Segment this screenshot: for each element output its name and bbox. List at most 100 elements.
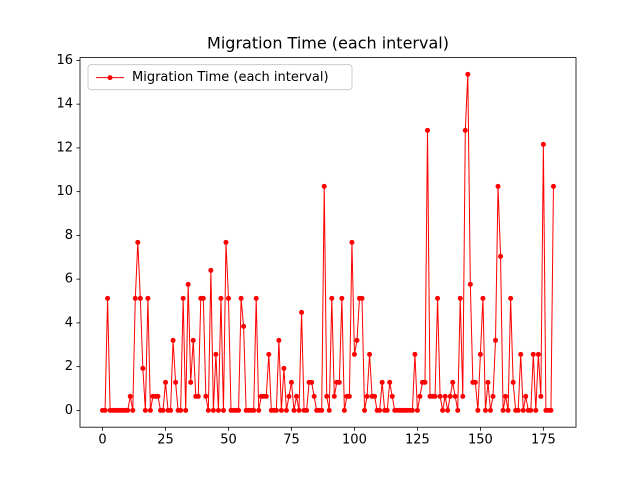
- point: [210, 407, 216, 413]
- point: [225, 295, 231, 301]
- point: [455, 407, 461, 413]
- point: [538, 393, 544, 399]
- point: [278, 407, 284, 413]
- point: [510, 379, 516, 385]
- point: [170, 337, 176, 343]
- point: [457, 295, 463, 301]
- point: [460, 393, 466, 399]
- point: [215, 407, 221, 413]
- point: [205, 407, 211, 413]
- y-tick-label: 8: [65, 228, 73, 243]
- point: [445, 407, 451, 413]
- point: [349, 239, 355, 245]
- point: [523, 393, 529, 399]
- point: [336, 379, 342, 385]
- point: [354, 337, 360, 343]
- point: [180, 295, 186, 301]
- x-tick-label: 150: [468, 433, 493, 448]
- point: [200, 295, 206, 301]
- point: [288, 379, 294, 385]
- point: [477, 351, 483, 357]
- point: [283, 407, 289, 413]
- point: [498, 253, 504, 259]
- point: [535, 351, 541, 357]
- point: [432, 393, 438, 399]
- point: [251, 407, 257, 413]
- point: [236, 407, 242, 413]
- point: [125, 407, 131, 413]
- point: [188, 379, 194, 385]
- point: [409, 407, 415, 413]
- legend-label: Migration Time (each interval): [132, 70, 329, 85]
- point: [273, 407, 279, 413]
- point: [528, 407, 534, 413]
- point: [190, 337, 196, 343]
- x-tick-label: 0: [98, 433, 106, 448]
- point: [412, 351, 418, 357]
- point: [130, 407, 136, 413]
- point: [147, 407, 153, 413]
- line: [102, 74, 554, 411]
- point: [195, 393, 201, 399]
- x-tick-label: 50: [220, 433, 237, 448]
- point: [241, 323, 247, 329]
- point: [503, 393, 509, 399]
- legend-box: [87, 64, 353, 91]
- point: [341, 407, 347, 413]
- point: [168, 407, 174, 413]
- point: [548, 407, 554, 413]
- y-tick-label: 0: [65, 403, 73, 418]
- point: [339, 295, 345, 301]
- point: [480, 295, 486, 301]
- point: [311, 393, 317, 399]
- point: [372, 393, 378, 399]
- point: [367, 351, 373, 357]
- point: [319, 407, 325, 413]
- point: [132, 295, 138, 301]
- point: [465, 71, 471, 77]
- point: [518, 351, 524, 357]
- point: [324, 393, 330, 399]
- point: [135, 239, 141, 245]
- y-tick-label: 6: [65, 272, 73, 287]
- point: [389, 393, 395, 399]
- point: [253, 295, 259, 301]
- point: [220, 407, 226, 413]
- point: [364, 393, 370, 399]
- point: [321, 183, 327, 189]
- point: [127, 393, 133, 399]
- point: [266, 351, 272, 357]
- x-tick-label: 25: [157, 433, 174, 448]
- point: [485, 379, 491, 385]
- point: [294, 393, 300, 399]
- point: [530, 351, 536, 357]
- point: [140, 365, 146, 371]
- point: [440, 407, 446, 413]
- point: [145, 295, 151, 301]
- plot-frame: [79, 57, 577, 428]
- point: [379, 379, 385, 385]
- point: [326, 407, 332, 413]
- point: [304, 407, 310, 413]
- point: [493, 337, 499, 343]
- point: [384, 407, 390, 413]
- point: [276, 337, 282, 343]
- y-tick-label: 4: [65, 315, 73, 330]
- point: [482, 407, 488, 413]
- point: [105, 295, 111, 301]
- point: [505, 407, 511, 413]
- point: [422, 379, 428, 385]
- point: [238, 295, 244, 301]
- point: [472, 379, 478, 385]
- point: [540, 141, 546, 147]
- point: [155, 393, 161, 399]
- legend-marker: [107, 75, 113, 81]
- y-tick-label: 10: [56, 184, 73, 199]
- y-tick-label: 16: [56, 53, 73, 68]
- point: [490, 393, 496, 399]
- point: [331, 393, 337, 399]
- point: [359, 295, 365, 301]
- point: [173, 379, 179, 385]
- point: [362, 407, 368, 413]
